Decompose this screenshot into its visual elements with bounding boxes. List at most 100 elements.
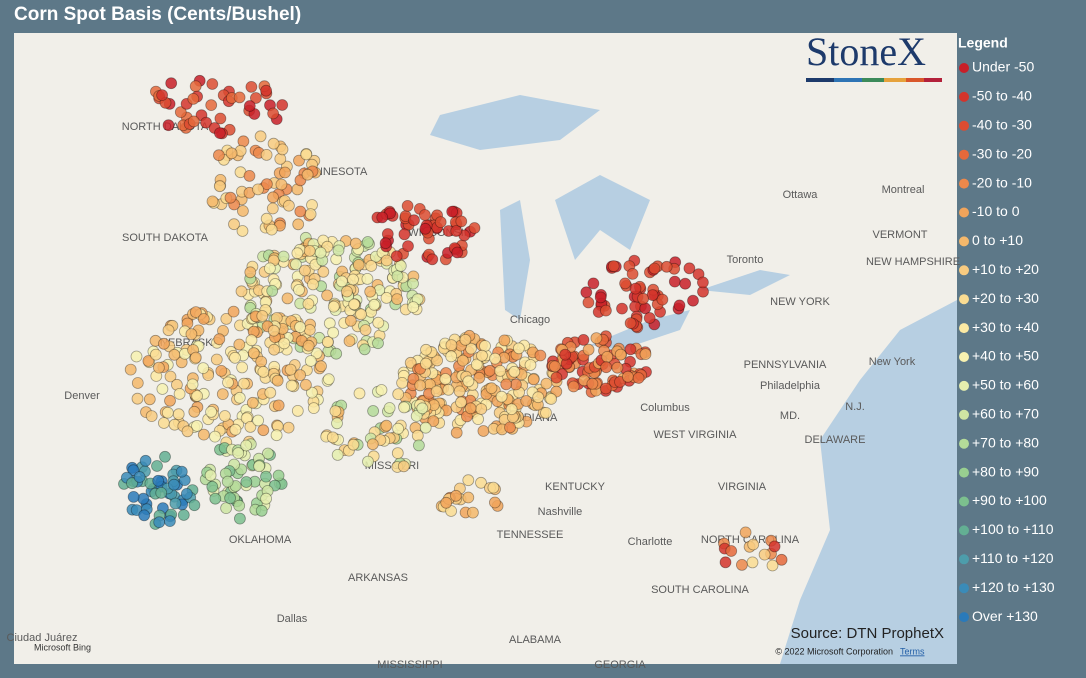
station-dot xyxy=(746,556,759,569)
station-dot xyxy=(277,250,290,263)
station-dot xyxy=(169,497,182,510)
station-dot xyxy=(281,292,294,305)
station-dot xyxy=(294,369,307,382)
station-dot xyxy=(477,425,490,437)
station-dot xyxy=(660,260,673,273)
station-dot xyxy=(282,199,295,212)
station-dot xyxy=(139,454,152,467)
station-dot xyxy=(275,178,288,191)
station-dot xyxy=(284,363,297,376)
station-dot xyxy=(366,438,379,451)
station-dot xyxy=(252,414,265,427)
station-dot xyxy=(619,277,631,290)
station-dot xyxy=(622,370,634,383)
station-dot xyxy=(151,460,163,472)
station-dot xyxy=(380,254,393,267)
station-dot xyxy=(464,402,477,415)
station-dot xyxy=(188,405,201,418)
station-dot xyxy=(293,283,305,296)
map-label: Dallas xyxy=(277,613,308,625)
station-dot xyxy=(164,394,176,407)
map-label: PENNSYLVANIA xyxy=(744,359,827,371)
station-dot xyxy=(440,496,453,509)
station-dot xyxy=(607,260,620,273)
legend-swatch xyxy=(959,178,969,189)
station-dot xyxy=(298,264,311,277)
station-dot xyxy=(142,355,155,367)
station-dot xyxy=(301,168,314,181)
terms-link[interactable]: Terms xyxy=(900,646,925,656)
map-label: WEST VIRGINIA xyxy=(654,429,738,441)
source: Source: DTN ProphetX xyxy=(791,625,944,642)
map-label: ALABAMA xyxy=(509,634,562,646)
legend-label: -30 to -20 xyxy=(972,145,1032,161)
legend-label: 0 to +10 xyxy=(972,232,1023,248)
legend-swatch xyxy=(959,380,969,391)
legend-label: +100 to +110 xyxy=(972,521,1054,537)
station-dot xyxy=(431,354,444,367)
station-dot xyxy=(214,112,227,125)
station-dot xyxy=(455,215,468,228)
station-dot xyxy=(267,107,280,120)
station-dot xyxy=(420,343,432,356)
logo: StoneX xyxy=(806,29,926,74)
station-dot xyxy=(632,372,645,384)
station-dot xyxy=(775,553,788,566)
station-dot xyxy=(462,474,475,487)
station-dot xyxy=(149,348,162,361)
station-dot xyxy=(549,360,561,373)
station-dot xyxy=(263,262,276,275)
station-dot xyxy=(375,384,388,396)
legend-label: -10 to 0 xyxy=(972,203,1020,219)
station-dot xyxy=(419,421,432,434)
station-dot xyxy=(213,333,226,346)
map-label: New York xyxy=(869,356,916,368)
station-dot xyxy=(329,405,342,418)
station-dot xyxy=(648,262,661,275)
station-dot xyxy=(291,404,304,417)
station-dot xyxy=(398,401,411,414)
station-dot xyxy=(487,481,500,494)
station-dot xyxy=(489,352,502,365)
station-dot xyxy=(272,469,285,482)
lake-michigan xyxy=(500,200,530,320)
station-dot xyxy=(359,324,372,336)
station-dot xyxy=(314,246,327,259)
station-dot xyxy=(520,395,533,407)
station-dot xyxy=(205,405,218,418)
station-dot xyxy=(321,336,334,348)
station-dot xyxy=(668,275,681,288)
station-dot xyxy=(508,365,521,378)
station-dot xyxy=(253,460,266,473)
station-dot xyxy=(407,277,419,290)
station-dot xyxy=(416,402,429,415)
station-dot xyxy=(153,516,166,529)
station-dot xyxy=(459,333,472,346)
station-dot xyxy=(394,259,407,272)
station-dot xyxy=(252,183,264,196)
station-dot xyxy=(582,296,595,309)
station-dot xyxy=(410,410,423,422)
station-dot xyxy=(233,338,246,351)
station-dot xyxy=(175,465,188,478)
map-label: Ciudad Juárez xyxy=(7,632,78,644)
station-dot xyxy=(185,328,198,341)
station-dot xyxy=(472,413,485,426)
station-dot xyxy=(246,396,259,409)
station-dot xyxy=(355,308,367,321)
station-dot xyxy=(594,291,607,304)
map-label: NEW YORK xyxy=(770,296,830,308)
station-dot xyxy=(310,347,323,360)
station-dot xyxy=(344,314,357,327)
station-dot xyxy=(304,208,317,221)
station-dot xyxy=(245,81,258,93)
station-dot xyxy=(495,390,508,403)
legend-swatch xyxy=(959,294,969,305)
station-dot xyxy=(626,267,639,280)
station-dot xyxy=(157,337,170,350)
station-dot xyxy=(391,447,404,460)
map-label: Denver xyxy=(64,390,100,402)
station-dot xyxy=(426,253,439,266)
station-dot xyxy=(322,373,335,386)
station-dot xyxy=(289,258,302,271)
